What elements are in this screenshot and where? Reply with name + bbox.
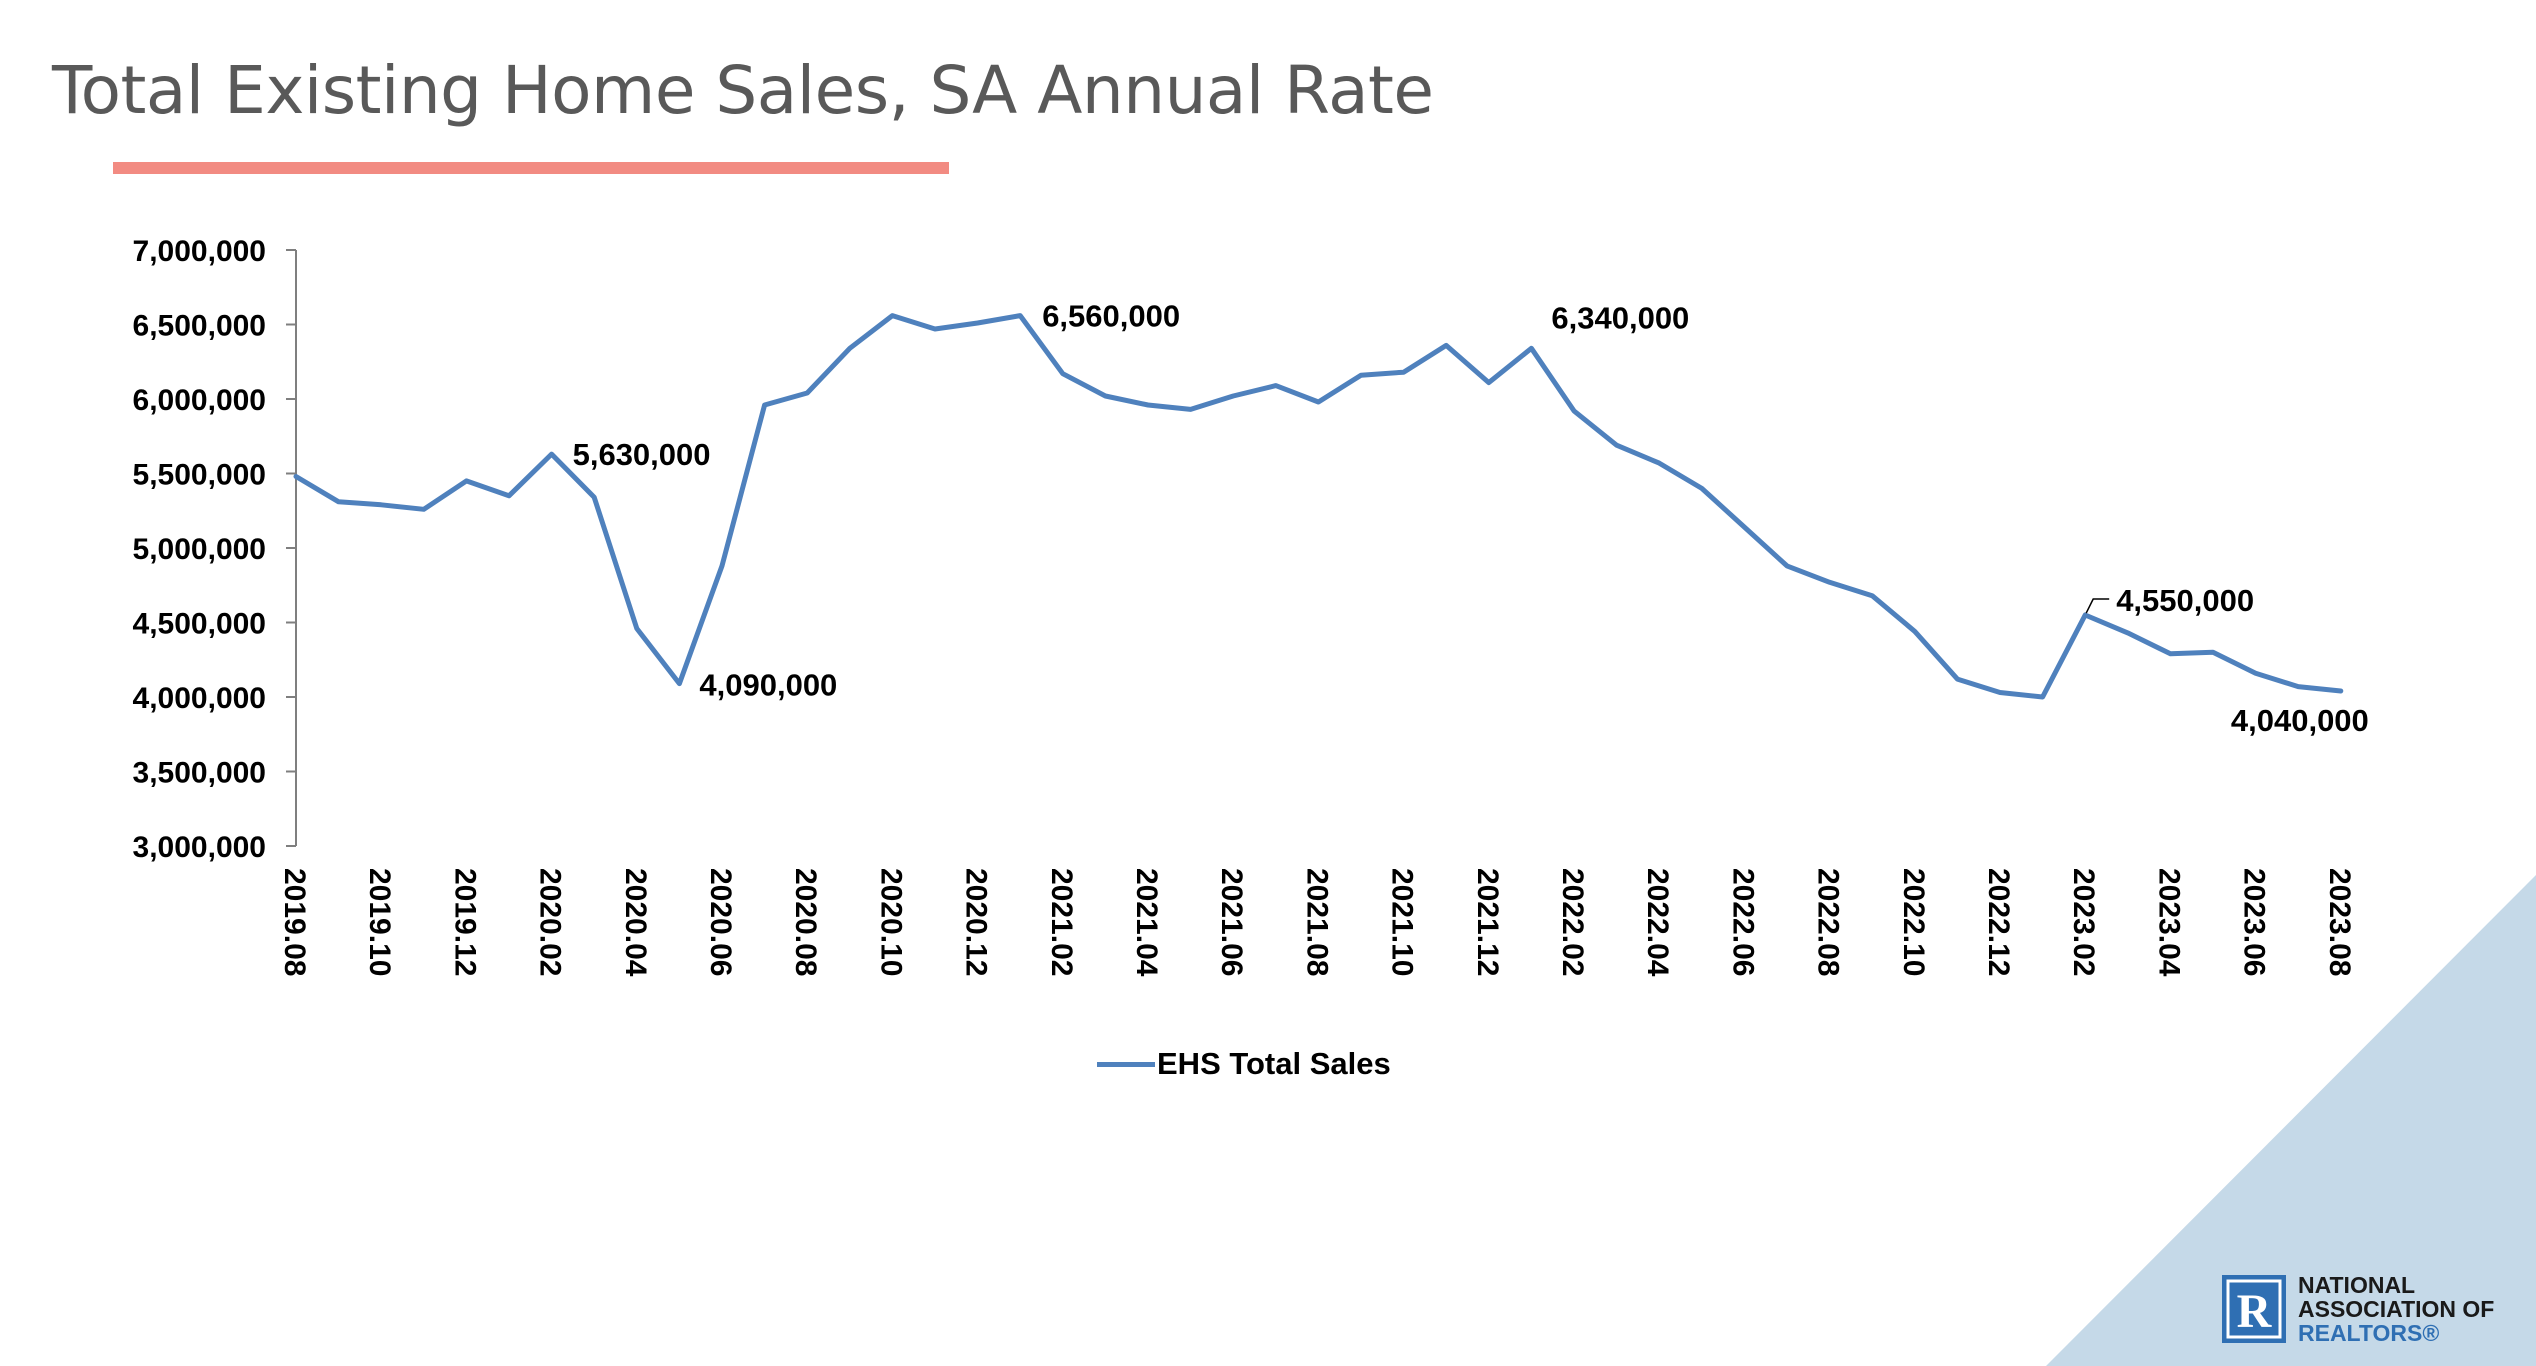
x-tick-label: 2022.06 bbox=[1726, 868, 1759, 976]
x-tick-label: 2022.12 bbox=[1982, 868, 2015, 976]
x-axis: 2019.08 2019.10 2019.12 2020.02 2020.04 2020.… bbox=[278, 868, 2356, 977]
y-tick-label: 5,500,000 bbox=[133, 459, 266, 492]
y-tick-label: 7,000,000 bbox=[133, 235, 266, 268]
data-label: 4,040,000 bbox=[2231, 703, 2369, 738]
logo-line-association: ASSOCIATION OF bbox=[2298, 1296, 2495, 1322]
x-tick-label: 2020.10 bbox=[874, 868, 907, 976]
data-label: 4,090,000 bbox=[699, 668, 837, 703]
y-tick-label: 3,000,000 bbox=[133, 831, 266, 864]
data-label-leader bbox=[2085, 598, 2110, 614]
data-label: 6,340,000 bbox=[1551, 300, 1689, 335]
x-tick-label: 2021.02 bbox=[1045, 868, 1078, 976]
logo-wordmark: NATIONAL ASSOCIATION OF REALTORS® bbox=[2298, 1273, 2494, 1345]
x-tick-label: 2020.02 bbox=[534, 868, 567, 976]
legend-label: EHS Total Sales bbox=[1157, 1046, 1391, 1081]
chart-legend: EHS Total Sales bbox=[1097, 1046, 1391, 1082]
page-title: Total Existing Home Sales, SA Annual Rat… bbox=[52, 52, 1434, 129]
y-tick-label: 3,500,000 bbox=[133, 757, 266, 790]
x-tick-label: 2023.02 bbox=[2067, 868, 2100, 976]
x-tick-label: 2022.10 bbox=[1897, 868, 1930, 976]
y-tick-label: 6,500,000 bbox=[133, 310, 266, 343]
title-underline bbox=[113, 162, 949, 174]
data-label: 5,630,000 bbox=[573, 437, 711, 472]
y-tick-label: 5,000,000 bbox=[133, 533, 266, 566]
data-label: 4,550,000 bbox=[2116, 583, 2254, 618]
svg-text:R: R bbox=[2237, 1285, 2273, 1338]
x-tick-label: 2022.04 bbox=[1641, 868, 1674, 977]
logo-line-national: NATIONAL bbox=[2298, 1272, 2416, 1298]
x-tick-label: 2023.06 bbox=[2238, 868, 2271, 976]
x-tick-label: 2020.08 bbox=[789, 868, 822, 976]
series-line bbox=[293, 313, 2344, 700]
series-group bbox=[293, 313, 2344, 700]
x-tick-label: 2023.04 bbox=[2152, 868, 2185, 977]
x-tick-label: 2021.12 bbox=[1471, 868, 1504, 976]
y-axis: 3,000,000 3,500,000 4,000,000 4,500,000 5,00… bbox=[133, 235, 297, 864]
x-tick-label: 2022.02 bbox=[1556, 868, 1589, 976]
nar-logo: R NATIONAL ASSOCIATION OF REALTORS® bbox=[2222, 1273, 2494, 1345]
y-tick-label: 4,500,000 bbox=[133, 608, 266, 641]
x-tick-label: 2021.06 bbox=[1215, 868, 1248, 976]
data-label: 6,560,000 bbox=[1042, 299, 1180, 334]
x-tick-label: 2022.08 bbox=[1812, 868, 1845, 976]
x-tick-label: 2019.08 bbox=[278, 868, 311, 976]
realtor-r-logo-icon: R bbox=[2222, 1275, 2286, 1343]
x-tick-label: 2019.12 bbox=[448, 868, 481, 976]
x-tick-label: 2021.10 bbox=[1386, 868, 1419, 976]
logo-line-realtors: REALTORS® bbox=[2298, 1320, 2440, 1346]
data-labels: 5,630,000 4,090,000 6,560,000 6,340,000 4,55… bbox=[573, 299, 2369, 738]
x-tick-label: 2019.10 bbox=[363, 868, 396, 976]
x-tick-label: 2020.12 bbox=[960, 868, 993, 976]
x-tick-label: 2020.06 bbox=[704, 868, 737, 976]
x-tick-label: 2023.08 bbox=[2323, 868, 2356, 976]
x-tick-label: 2021.08 bbox=[1300, 868, 1333, 976]
x-tick-label: 2021.04 bbox=[1130, 868, 1163, 977]
y-tick-label: 4,000,000 bbox=[133, 682, 266, 715]
legend-line-swatch bbox=[1097, 1061, 1155, 1067]
x-tick-label: 2020.04 bbox=[619, 868, 652, 977]
y-tick-label: 6,000,000 bbox=[133, 384, 266, 417]
